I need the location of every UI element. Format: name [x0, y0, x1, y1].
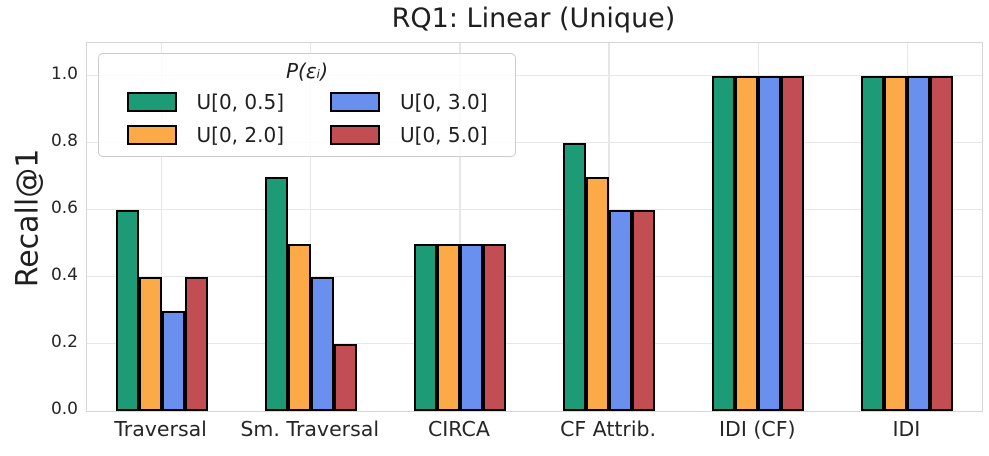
legend-title: P(εᵢ) [285, 59, 329, 83]
y-tick-label: 0.6 [50, 198, 78, 219]
y-tick-label: 0.0 [50, 399, 78, 419]
bar [413, 243, 437, 411]
gridline-horizontal [87, 209, 982, 211]
bar [586, 176, 610, 411]
legend-entry-label: U[0, 2.0] [196, 123, 285, 147]
bar [115, 210, 139, 411]
bar [184, 277, 208, 411]
bar [482, 243, 506, 411]
y-tick-label: 0.4 [50, 265, 78, 286]
legend-columns: U[0, 0.5] U[0, 2.0] U[0, 3.0] U[0, 5.0] [99, 90, 515, 147]
y-tick-label: 0.2 [50, 332, 78, 353]
plot-area: P(εᵢ) U[0, 0.5] U[0, 2.0] U[0, 3.0] [86, 42, 983, 412]
legend-entry: U[0, 0.5] [126, 90, 285, 114]
bar [609, 210, 633, 411]
legend-swatch [126, 92, 177, 112]
bar [333, 344, 357, 411]
bar [712, 76, 736, 411]
gridline-horizontal [87, 142, 982, 144]
legend-swatch [330, 125, 380, 145]
bar [310, 277, 334, 411]
bar [264, 176, 288, 411]
bar [436, 243, 460, 411]
gridline-horizontal [87, 276, 982, 278]
bar-group-idi-cf [712, 43, 805, 411]
bar [781, 76, 805, 411]
x-tick-label: Sm. Traversal [240, 417, 380, 441]
bar [884, 76, 908, 411]
gridline-horizontal [87, 75, 982, 77]
y-tick-label: 1.0 [50, 64, 78, 85]
legend-entry-label: U[0, 0.5] [196, 90, 285, 114]
gridline-vertical [310, 43, 312, 411]
legend-column-2: U[0, 3.0] U[0, 5.0] [330, 90, 488, 147]
legend-entry: U[0, 3.0] [330, 90, 488, 114]
legend-entry-label: U[0, 5.0] [400, 123, 488, 147]
legend-entry: U[0, 2.0] [126, 123, 285, 147]
bar [632, 210, 656, 411]
legend-entry: U[0, 5.0] [330, 123, 488, 147]
x-tick-label: IDI (CF) [719, 417, 796, 441]
x-tick-label: Traversal [114, 417, 207, 441]
bar [861, 76, 885, 411]
legend-swatch [126, 125, 177, 145]
bar-group-cf-attrib [563, 43, 656, 411]
x-tick-label: CIRCA [427, 417, 490, 441]
gridline-vertical [459, 43, 461, 411]
bar-group-sm-traversal [264, 43, 357, 411]
bar [459, 243, 483, 411]
gridline-horizontal [87, 342, 982, 345]
bar [563, 143, 587, 411]
bar [138, 277, 162, 411]
y-tick-label: 0.8 [50, 131, 78, 152]
bar-group-idi [861, 43, 954, 411]
chart-title: RQ1: Linear (Unique) [391, 3, 676, 34]
bar [930, 76, 954, 411]
x-tick-label: CF Attrib. [560, 417, 657, 441]
bar [907, 76, 931, 411]
bar [287, 243, 311, 411]
bar [735, 76, 759, 411]
bar [161, 310, 185, 411]
x-tick-label: IDI [892, 417, 921, 441]
legend-swatch [330, 92, 380, 112]
legend: P(εᵢ) U[0, 0.5] U[0, 2.0] U[0, 3.0] [98, 53, 516, 157]
bar [758, 76, 782, 411]
legend-column-1: U[0, 0.5] U[0, 2.0] [126, 90, 285, 147]
gridline-vertical [160, 43, 163, 411]
bar-group-circa [413, 43, 506, 411]
bar-group-traversal [115, 43, 208, 411]
legend-entry-label: U[0, 3.0] [400, 90, 488, 114]
